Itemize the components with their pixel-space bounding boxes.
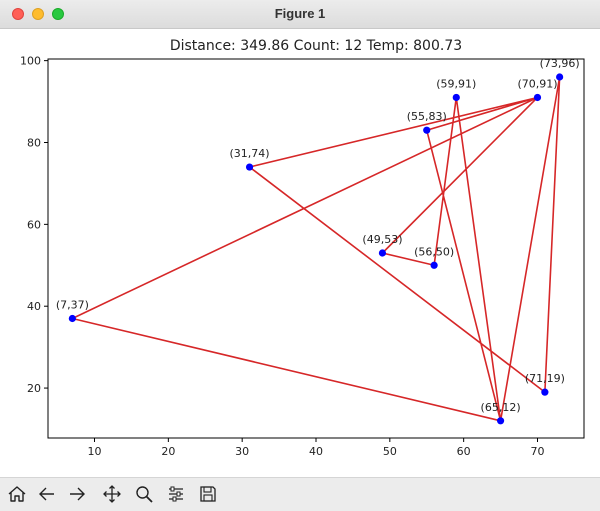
close-window-button[interactable] xyxy=(12,8,24,20)
x-tick-label: 30 xyxy=(235,445,249,458)
y-tick-label: 80 xyxy=(27,136,41,149)
minimize-window-button[interactable] xyxy=(32,8,44,20)
city-point xyxy=(378,249,387,257)
forward-button[interactable] xyxy=(64,481,90,507)
chart-title: Distance: 349.86 Count: 12 Temp: 800.73 xyxy=(170,38,462,54)
y-tick-label: 100 xyxy=(20,55,41,68)
maximize-window-button[interactable] xyxy=(52,8,64,20)
home-button[interactable] xyxy=(4,481,30,507)
point-label: (56,50) xyxy=(414,245,454,258)
arrow-left-icon xyxy=(39,487,54,501)
point-label: (70,91) xyxy=(517,77,557,90)
configure-subplots-button[interactable] xyxy=(163,481,189,507)
city-point xyxy=(541,388,549,396)
x-tick-label: 60 xyxy=(457,445,471,458)
city-point xyxy=(430,261,438,269)
point-label: (55,83) xyxy=(407,110,447,123)
point-label: (73,96) xyxy=(540,57,580,70)
point-label: (71,19) xyxy=(525,372,565,385)
window-title: Figure 1 xyxy=(274,6,326,21)
move-icon xyxy=(103,485,121,503)
x-tick-label: 50 xyxy=(383,445,397,458)
floppy-disk-icon xyxy=(200,486,216,502)
x-tick-label: 20 xyxy=(161,445,175,458)
y-tick-label: 40 xyxy=(27,300,41,313)
point-label: (49,53) xyxy=(362,233,402,246)
city-point xyxy=(496,417,505,425)
x-tick-label: 70 xyxy=(530,445,544,458)
plot-frame xyxy=(47,58,585,439)
home-icon xyxy=(8,486,26,502)
y-tick-label: 60 xyxy=(27,218,41,231)
magnifier-icon xyxy=(136,486,153,503)
point-label: (65,12) xyxy=(481,401,521,414)
point-label: (7,37) xyxy=(56,298,89,311)
save-button[interactable] xyxy=(195,481,221,507)
city-point xyxy=(68,314,76,323)
chart: Distance: 349.86 Count: 12 Temp: 800.73 1… xyxy=(20,38,585,458)
y-tick-label: 20 xyxy=(27,382,41,395)
x-tick-label: 40 xyxy=(309,445,323,458)
sliders-icon xyxy=(169,486,183,502)
arrow-right-icon xyxy=(70,487,85,501)
city-point xyxy=(533,93,542,102)
figure-canvas: Distance: 349.86 Count: 12 Temp: 800.73 1… xyxy=(0,29,600,477)
point-label: (59,91) xyxy=(436,77,476,90)
title-bar: Figure 1 xyxy=(0,0,600,29)
city-point xyxy=(452,93,460,102)
city-point xyxy=(556,73,564,81)
point-label: (31,74) xyxy=(230,147,270,160)
pan-button[interactable] xyxy=(99,481,125,507)
navigation-toolbar xyxy=(0,477,600,511)
city-point xyxy=(423,126,431,134)
x-tick-label: 10 xyxy=(88,445,102,458)
zoom-button[interactable] xyxy=(131,481,157,507)
city-point xyxy=(245,163,254,171)
back-button[interactable] xyxy=(34,481,60,507)
route-line xyxy=(72,76,561,422)
